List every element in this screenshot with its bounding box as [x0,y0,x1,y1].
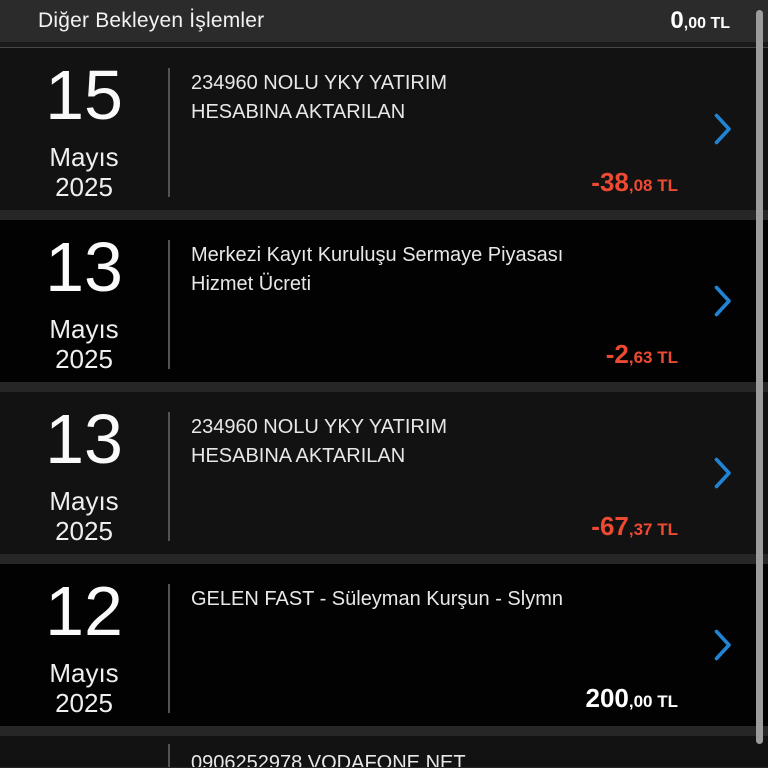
amount-decimals: ,00 TL [628,692,678,711]
transaction-row[interactable]: 12 Mayıs 2025 GELEN FAST - Süleyman Kurş… [0,564,768,726]
transaction-description: 234960 NOLU YKY YATIRIM HESABINA AKTARIL… [191,72,448,123]
transaction-description: GELEN FAST - Süleyman Kurşun - Slymn [191,588,563,610]
detail-chevron-button[interactable] [678,564,768,726]
date-month: Mayıs [49,486,119,516]
total-amount-decimals: ,00 TL [683,15,730,32]
chevron-right-icon [714,113,731,145]
transaction-body: Merkezi Kayıt Kuruluşu Sermaye Piyasası … [168,220,678,382]
date-year: 2025 [55,172,113,202]
transaction-body: GELEN FAST - Süleyman Kurşun - Slymn 200… [168,564,678,726]
transaction-amount: 200,00 TL [585,683,678,714]
transaction-date: 12 Mayıs 2025 [0,564,168,726]
total-amount-main: 0 [670,7,684,34]
amount-decimals: ,63 TL [628,348,678,367]
transaction-amount: -67,37 TL [591,511,678,542]
amount-decimals: ,37 TL [628,520,678,539]
date-divider [168,68,170,197]
amount-main: -67 [591,511,629,541]
transaction-row[interactable]: 13 Mayıs 2025 234960 NOLU YKY YATIRIM HE… [0,392,768,554]
date-divider [168,584,170,713]
amount-main: -38 [591,167,629,197]
date-year: 2025 [55,688,113,718]
date-year: 2025 [55,516,113,546]
date-divider [168,412,170,541]
transaction-date: 15 Mayıs 2025 [0,48,168,210]
date-month: Mayıs [49,658,119,688]
detail-chevron-button[interactable] [678,220,768,382]
date-month: Mayıs [49,314,119,344]
amount-main: -2 [605,339,629,369]
chevron-right-icon [714,629,731,661]
transaction-body: 234960 NOLU YKY YATIRIM HESABINA AKTARIL… [168,48,678,210]
transaction-row[interactable]: 13 Mayıs 2025 Merkezi Kayıt Kuruluşu Ser… [0,220,768,382]
date-day: 13 [45,228,123,306]
date-day: 15 [45,56,123,134]
pending-transactions-header: Diğer Bekleyen İşlemler 0,00 TL [0,0,768,42]
transaction-amount: -38,08 TL [591,167,678,198]
transaction-body: 0906252978 VODAFONE NET [168,736,678,767]
transaction-row[interactable]: 15 Mayıs 2025 234960 NOLU YKY YATIRIM HE… [0,48,768,210]
date-day: 13 [45,400,123,478]
header-separator [0,42,768,48]
transaction-description: Merkezi Kayıt Kuruluşu Sermaye Piyasası … [191,244,564,295]
transaction-date: 13 Mayıs 2025 [0,392,168,554]
date-day: 12 [45,572,123,650]
transaction-date: 13 Mayıs 2025 [0,220,168,382]
amount-main: 200 [585,683,629,713]
section-title: Diğer Bekleyen İşlemler [38,9,265,32]
transaction-description: 234960 NOLU YKY YATIRIM HESABINA AKTARIL… [191,416,448,467]
transaction-row-partial[interactable]: 0906252978 VODAFONE NET [0,736,768,767]
date-month: Mayıs [49,142,119,172]
transaction-body: 234960 NOLU YKY YATIRIM HESABINA AKTARIL… [168,392,678,554]
amount-decimals: ,08 TL [628,176,678,195]
chevron-right-icon [714,285,731,317]
transaction-description: 0906252978 VODAFONE NET [191,752,466,767]
transaction-amount: -2,63 TL [606,339,678,370]
date-year: 2025 [55,344,113,374]
detail-chevron-button[interactable] [678,392,768,554]
date-divider [168,240,170,369]
chevron-right-icon [714,457,731,489]
date-divider [168,744,170,767]
section-total-amount: 0,00 TL [670,7,730,35]
detail-chevron-button[interactable] [678,48,768,210]
scrollbar-thumb[interactable] [756,10,763,744]
